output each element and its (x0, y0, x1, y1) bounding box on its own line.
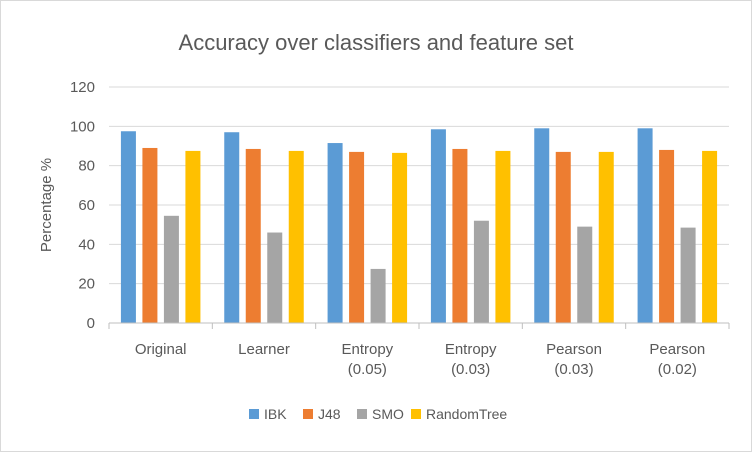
x-tick-label: (0.02) (658, 361, 697, 378)
y-tick-label: 20 (78, 276, 95, 293)
legend-swatch-randomtree (411, 409, 421, 419)
bar-ibk-2 (327, 143, 343, 323)
bar-j48-0 (142, 147, 158, 323)
legend: IBK J48 SMO RandomTree (249, 406, 507, 422)
bar-smo-5 (680, 227, 696, 323)
bar-randomtree-0 (185, 150, 201, 323)
chart-title: Accuracy over classifiers and feature se… (179, 30, 574, 55)
y-tick-label: 80 (78, 158, 95, 175)
bar-smo-1 (267, 232, 283, 323)
legend-label: IBK (264, 406, 287, 422)
y-tick-label: 0 (87, 315, 95, 332)
x-tick-label: (0.03) (451, 361, 490, 378)
legend-label: RandomTree (426, 406, 507, 422)
bar-randomtree-1 (288, 150, 304, 323)
bars (120, 128, 718, 323)
bar-j48-5 (659, 149, 675, 323)
y-tick-label: 120 (70, 79, 95, 96)
bar-j48-1 (245, 148, 261, 323)
legend-swatch-smo (357, 409, 367, 419)
bar-smo-0 (163, 215, 179, 323)
bar-j48-2 (349, 151, 365, 323)
legend-swatch-ibk (249, 409, 259, 419)
bar-ibk-4 (534, 128, 550, 323)
x-tick-label: (0.03) (554, 361, 593, 378)
bar-ibk-3 (430, 129, 446, 323)
x-tick-label: (0.05) (348, 361, 387, 378)
x-tick-label: Entropy (445, 341, 497, 358)
y-tick-label: 60 (78, 197, 95, 214)
bar-randomtree-4 (598, 151, 614, 323)
y-axis-label: Percentage % (38, 158, 55, 252)
x-tick-label: Entropy (341, 341, 393, 358)
y-tick-label: 100 (70, 118, 95, 135)
bar-ibk-0 (120, 131, 136, 323)
x-tick-label: Pearson (649, 341, 705, 358)
bar-randomtree-3 (495, 150, 511, 323)
bar-j48-3 (452, 148, 468, 323)
bar-smo-4 (577, 226, 593, 323)
y-tick-label: 40 (78, 236, 95, 253)
x-tick-label: Original (135, 341, 187, 358)
bar-ibk-1 (224, 132, 240, 323)
bar-smo-3 (473, 220, 489, 323)
bar-randomtree-5 (702, 150, 718, 323)
x-tick-label: Pearson (546, 341, 602, 358)
legend-label: SMO (372, 406, 404, 422)
legend-swatch-j48 (303, 409, 313, 419)
bar-j48-4 (555, 151, 571, 323)
axes: 0 20 40 60 80 100 120 Original Learner Entropy (0.… (70, 79, 730, 378)
gridlines (109, 86, 729, 285)
bar-randomtree-2 (392, 152, 408, 323)
legend-label: J48 (318, 406, 341, 422)
x-tick-label: Learner (238, 341, 290, 358)
bar-smo-2 (370, 268, 386, 323)
bar-ibk-5 (637, 128, 653, 323)
